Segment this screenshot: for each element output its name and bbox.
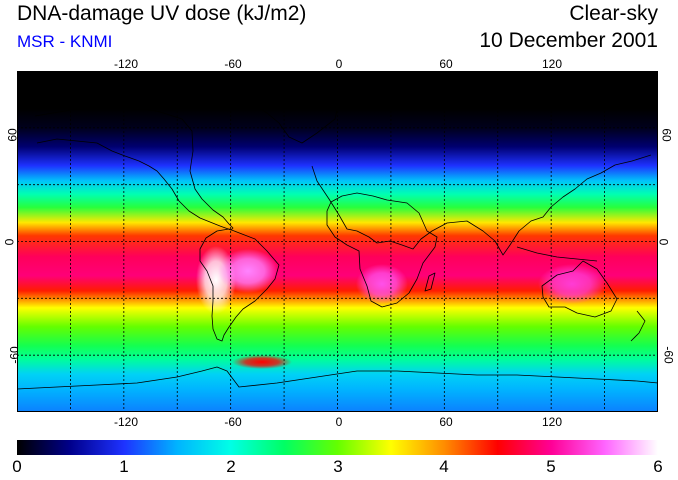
colorbar-gradient — [17, 440, 658, 455]
date-label: 10 December 2001 — [479, 29, 658, 52]
top-lon-tick: 60 — [439, 57, 453, 71]
coastline-north-america — [34, 106, 234, 231]
bottom-lon-tick: -60 — [224, 415, 242, 429]
colorbar-tick-label: 1 — [119, 457, 129, 476]
colorbar-tick-label: 3 — [333, 457, 343, 476]
coastline-antarctica — [17, 366, 658, 390]
coastline-greenland — [248, 92, 340, 144]
top-lon-tick: 0 — [335, 57, 343, 71]
colorbar-tick-label: 4 — [439, 457, 449, 476]
coastline-indonesia — [516, 246, 598, 262]
top-lon-tick: -60 — [224, 57, 242, 71]
right-lat-tick: 0 — [656, 238, 671, 246]
bottom-lon-tick: 60 — [439, 415, 453, 429]
graticule — [17, 71, 658, 412]
coastline-eurasia — [311, 154, 652, 256]
top-lon-tick: 120 — [541, 57, 563, 71]
map-frame — [17, 71, 658, 412]
colorbar-tick-label: 0 — [12, 457, 22, 476]
top-lon-tick: -120 — [113, 57, 139, 71]
bottom-lon-tick: 0 — [335, 415, 343, 429]
colorbar — [17, 440, 658, 455]
hotspot-ozone-hole — [232, 355, 292, 369]
uv-dose-map[interactable] — [17, 71, 658, 412]
bottom-lon-tick: 120 — [541, 415, 563, 429]
coastline-new-zealand — [630, 310, 646, 342]
map-title: DNA-damage UV dose (kJ/m2) — [17, 2, 307, 25]
colorbar-tick-label: 2 — [226, 457, 236, 476]
sky-condition-label: Clear-sky — [569, 2, 658, 25]
hotspot-brazil — [218, 249, 278, 293]
coastline-madagascar — [424, 272, 436, 292]
right-lat-tick: 60 — [659, 128, 674, 142]
colorbar-tick-label: 6 — [653, 457, 663, 476]
left-lat-tick: 0 — [2, 238, 17, 246]
hotspot-australia — [538, 264, 606, 304]
source-label: MSR - KNMI — [17, 32, 113, 51]
coastlines — [17, 92, 658, 390]
bottom-lon-tick: -120 — [113, 415, 139, 429]
colorbar-tick-label: 5 — [546, 457, 556, 476]
right-lat-tick: -60 — [661, 346, 676, 364]
coastline-australia — [541, 260, 618, 318]
coastline-south-america — [199, 228, 280, 342]
hotspot-layer — [196, 246, 606, 369]
coastline-africa — [326, 192, 438, 308]
